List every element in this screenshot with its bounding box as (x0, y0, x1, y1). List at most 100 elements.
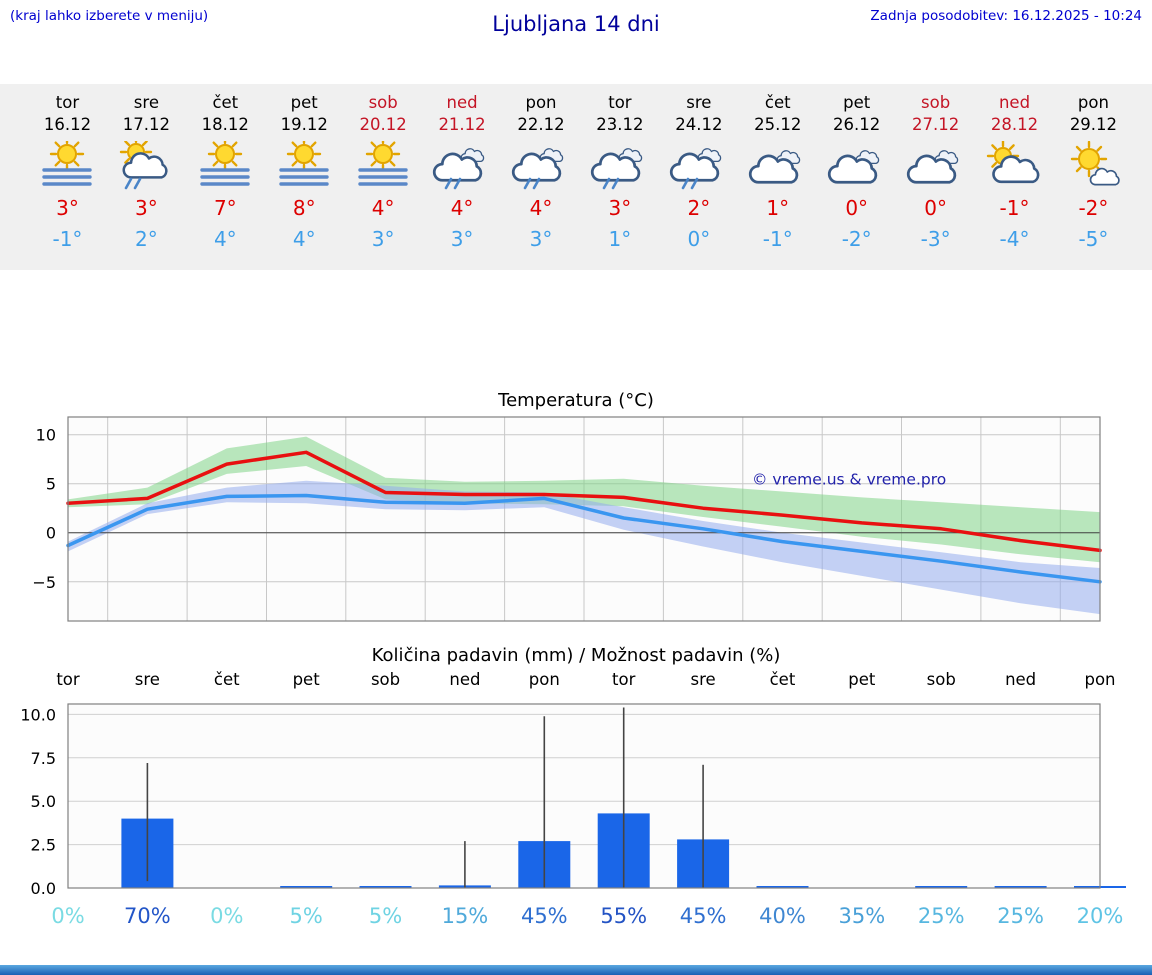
sun-fog-icon (193, 140, 257, 193)
sun-icon (365, 140, 401, 171)
precip-probability: 45% (520, 904, 568, 928)
day-column: sob 27.12 0° -3° (896, 92, 975, 270)
day-column: sre 17.12 3° 2° (107, 92, 186, 270)
temperature-chart: 10 5 0 −5 © vreme.us & vreme.pro (0, 411, 1152, 631)
day-date: 27.12 (911, 114, 960, 134)
day-column: pon 22.12 4° 3° (502, 92, 581, 270)
cloud-icon (825, 141, 889, 193)
sun-fog-icon (35, 140, 99, 193)
max-temp: 3° (56, 195, 79, 220)
temperature-chart-title: Temperatura (°C) (498, 390, 654, 411)
precip-day-label: pet (292, 670, 320, 689)
menu-hint: (kraj lahko izberete v meniju) (10, 8, 209, 24)
precip-day-label: pon (528, 670, 560, 689)
svg-text:7.5: 7.5 (31, 749, 56, 768)
max-temp: 4° (450, 195, 474, 220)
min-temp: -1° (762, 226, 793, 251)
svg-text:2.5: 2.5 (31, 836, 56, 855)
sun-small-cloud-icon (1061, 140, 1125, 193)
max-temp: 1° (766, 195, 790, 220)
day-column: čet 18.12 7° 4° (186, 92, 265, 270)
precip-probability: 0% (210, 904, 244, 928)
precip-bar (994, 886, 1047, 888)
min-temp: 4° (292, 226, 316, 251)
precip-bar (915, 886, 968, 888)
day-date: 23.12 (596, 114, 644, 134)
day-name: pon (1077, 93, 1109, 112)
min-temp: 3° (450, 226, 474, 251)
page-title: Ljubljana 14 dni (492, 12, 660, 36)
day-date: 18.12 (201, 114, 249, 134)
cloud-rain-icon (430, 141, 494, 193)
precip-day-label: ned (449, 670, 481, 689)
day-name: pet (843, 93, 871, 112)
precipitation-chart-title: Količina padavin (mm) / Možnost padavin … (371, 645, 781, 666)
min-temp: 4° (213, 226, 237, 251)
svg-text:0.0: 0.0 (31, 879, 56, 898)
rain-icon (523, 177, 541, 189)
max-temp: 4° (529, 195, 553, 220)
rain-icon (681, 177, 699, 189)
last-update-text: Zadnja posodobitev: 16.12.2025 - 10:24 (870, 8, 1142, 24)
precip-day-label: sob (926, 670, 956, 689)
day-name: pet (290, 93, 318, 112)
day-column: pet 26.12 0° -2° (817, 92, 896, 270)
day-date: 26.12 (833, 114, 881, 134)
cloud-icon (904, 141, 968, 193)
svg-text:10: 10 (36, 426, 56, 445)
day-name: tor (55, 93, 80, 112)
day-column: sre 24.12 2° 0° (659, 92, 738, 270)
cloud-icon (669, 152, 720, 182)
fog-icon (42, 167, 93, 186)
min-temp: -5° (1078, 226, 1109, 251)
cloud-icon (991, 154, 1039, 183)
day-name: ned (446, 93, 478, 112)
max-temp: 8° (292, 195, 316, 220)
svg-text:5.0: 5.0 (31, 792, 56, 811)
day-date: 24.12 (675, 114, 723, 134)
day-column: pet 19.12 8° 4° (265, 92, 344, 270)
day-column: ned 28.12 -1° -4° (975, 92, 1054, 270)
day-date: 19.12 (280, 114, 328, 134)
precip-probability: 0% (51, 904, 85, 928)
svg-text:5: 5 (46, 475, 56, 494)
precip-probability: 70% (124, 904, 171, 928)
day-date: 17.12 (122, 114, 170, 134)
min-temp: 1° (608, 226, 632, 251)
min-temp: -1° (52, 226, 83, 251)
sun-fog-icon (272, 140, 336, 193)
svg-text:−5: −5 (32, 573, 56, 592)
precip-probability: 20% (1076, 904, 1124, 928)
cloud-icon (1090, 167, 1121, 185)
day-name: čet (212, 93, 239, 112)
precip-probability: 55% (600, 904, 648, 928)
precipitation-chart: 0.0 2.5 5.0 7.5 10.0 (0, 698, 1152, 902)
day-name: ned (998, 93, 1031, 112)
min-temp-line (66, 493, 1102, 584)
precipitation-section: Količina padavin (mm) / Možnost padavin … (0, 645, 1152, 938)
day-date: 22.12 (517, 114, 565, 134)
cloud-icon (827, 154, 877, 184)
day-column: sob 20.12 4° 3° (344, 92, 423, 270)
precip-day-label: sre (690, 670, 716, 689)
rain-icon (125, 177, 142, 189)
max-range-band (68, 436, 1100, 563)
sun-icon (208, 140, 243, 171)
precip-probability: 25% (917, 904, 965, 928)
cloud-icon (746, 141, 810, 193)
precip-day-label: ned (1005, 670, 1037, 689)
max-temp: 3° (608, 195, 632, 220)
sun-icon (50, 140, 85, 171)
precip-probability: 35% (838, 904, 886, 928)
min-temp: 3° (529, 226, 553, 251)
cloud-icon (433, 152, 483, 182)
precip-probability: 25% (997, 904, 1044, 928)
day-column: čet 25.12 1° -1° (738, 92, 817, 270)
day-date: 20.12 (359, 114, 407, 134)
day-name: čet (764, 93, 791, 112)
rain-icon (444, 177, 462, 189)
cloud-rain-icon (509, 141, 573, 193)
precip-day-label: čet (213, 670, 240, 689)
min-temp: -4° (999, 226, 1030, 251)
forecast-strip: tor 16.12 3° -1° sre 17.12 3° 2° čet 18.12 7° 4° pet… (0, 84, 1152, 270)
